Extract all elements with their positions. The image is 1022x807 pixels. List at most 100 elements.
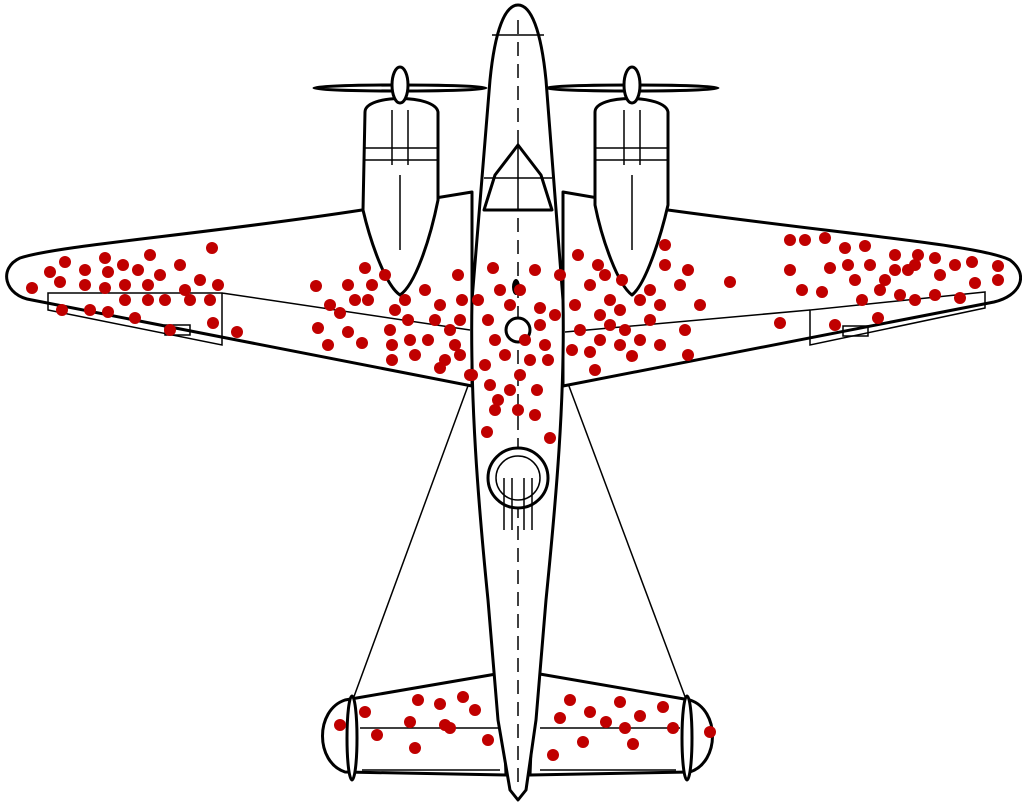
bullet-hole xyxy=(816,286,828,298)
bullet-hole xyxy=(514,284,526,296)
bullet-hole xyxy=(174,259,186,271)
bullet-hole xyxy=(584,279,596,291)
bullet-hole xyxy=(499,349,511,361)
bullet-hole xyxy=(531,384,543,396)
spinner xyxy=(390,65,410,105)
bullet-hole xyxy=(399,294,411,306)
bullet-hole xyxy=(842,259,854,271)
bullet-hole xyxy=(616,274,628,286)
bullet-hole xyxy=(334,719,346,731)
bullet-hole xyxy=(839,242,851,254)
bullet-hole xyxy=(657,701,669,713)
bullet-hole xyxy=(539,339,551,351)
bullet-hole xyxy=(796,284,808,296)
bullet-hole xyxy=(849,274,861,286)
bullet-hole xyxy=(599,269,611,281)
bullet-hole xyxy=(444,722,456,734)
bullet-hole xyxy=(554,269,566,281)
bullet-hole xyxy=(26,282,38,294)
bullet-hole xyxy=(84,304,96,316)
bullet-hole xyxy=(504,384,516,396)
left-wing xyxy=(5,190,474,388)
bullet-hole xyxy=(889,264,901,276)
bullet-hole xyxy=(614,304,626,316)
bullet-hole xyxy=(159,294,171,306)
bullet-hole xyxy=(456,294,468,306)
engine-detail xyxy=(595,110,668,250)
bullet-hole xyxy=(589,364,601,376)
bullet-hole xyxy=(992,274,1004,286)
bullet-hole xyxy=(379,269,391,281)
bullet-hole xyxy=(784,264,796,276)
bullet-hole xyxy=(614,696,626,708)
bullet-hole xyxy=(682,264,694,276)
bullet-hole xyxy=(59,256,71,268)
bullet-hole xyxy=(419,284,431,296)
bullet-hole xyxy=(349,294,361,306)
bullet-hole xyxy=(604,319,616,331)
bullet-hole xyxy=(386,339,398,351)
bullet-hole xyxy=(992,260,1004,272)
right-wing xyxy=(561,190,1022,388)
bullet-hole xyxy=(667,722,679,734)
bullet-hole xyxy=(674,279,686,291)
bullet-hole xyxy=(144,249,156,261)
bullet-hole xyxy=(434,362,446,374)
bullet-hole xyxy=(402,314,414,326)
bullet-hole xyxy=(704,726,716,738)
bullet-hole xyxy=(489,334,501,346)
bullet-hole xyxy=(542,354,554,366)
bullet-hole xyxy=(454,314,466,326)
bullet-hole xyxy=(119,294,131,306)
bullet-hole xyxy=(434,698,446,710)
bullet-hole xyxy=(634,334,646,346)
bullet-hole xyxy=(824,262,836,274)
bullet-holes xyxy=(26,232,1004,761)
bullet-hole xyxy=(577,736,589,748)
bullet-hole xyxy=(889,249,901,261)
bullet-hole xyxy=(384,324,396,336)
bullet-hole xyxy=(142,279,154,291)
bullet-hole xyxy=(634,710,646,722)
bullet-hole xyxy=(54,276,66,288)
bullet-hole xyxy=(626,350,638,362)
bullet-hole xyxy=(312,322,324,334)
bullet-hole xyxy=(594,309,606,321)
bullet-hole xyxy=(434,299,446,311)
bullet-hole xyxy=(604,294,616,306)
bullet-hole xyxy=(117,259,129,271)
bullet-hole xyxy=(534,319,546,331)
bullet-hole xyxy=(482,314,494,326)
bullet-hole xyxy=(619,324,631,336)
engine-detail xyxy=(365,110,438,250)
bullet-hole xyxy=(859,240,871,252)
bullet-hole xyxy=(99,252,111,264)
bullet-hole xyxy=(310,280,322,292)
bullet-hole xyxy=(484,379,496,391)
bullet-hole xyxy=(529,409,541,421)
bullet-hole xyxy=(194,274,206,286)
right-fin xyxy=(680,694,694,782)
bullet-hole xyxy=(231,326,243,338)
bullet-hole xyxy=(856,294,868,306)
bullet-hole xyxy=(342,279,354,291)
bullet-hole xyxy=(481,426,493,438)
bullet-hole xyxy=(969,277,981,289)
bullet-hole xyxy=(119,279,131,291)
bullet-hole xyxy=(469,704,481,716)
bullet-hole xyxy=(334,307,346,319)
bullet-hole xyxy=(179,284,191,296)
bullet-hole xyxy=(129,312,141,324)
bullet-hole xyxy=(44,266,56,278)
bullet-hole xyxy=(207,317,219,329)
bullet-hole xyxy=(412,694,424,706)
bullet-hole xyxy=(464,369,476,381)
bullet-hole xyxy=(322,339,334,351)
bullet-hole xyxy=(356,337,368,349)
bullet-hole xyxy=(206,242,218,254)
bullet-hole xyxy=(909,294,921,306)
bullet-hole xyxy=(79,264,91,276)
bullet-hole xyxy=(79,279,91,291)
bullet-hole xyxy=(472,294,484,306)
